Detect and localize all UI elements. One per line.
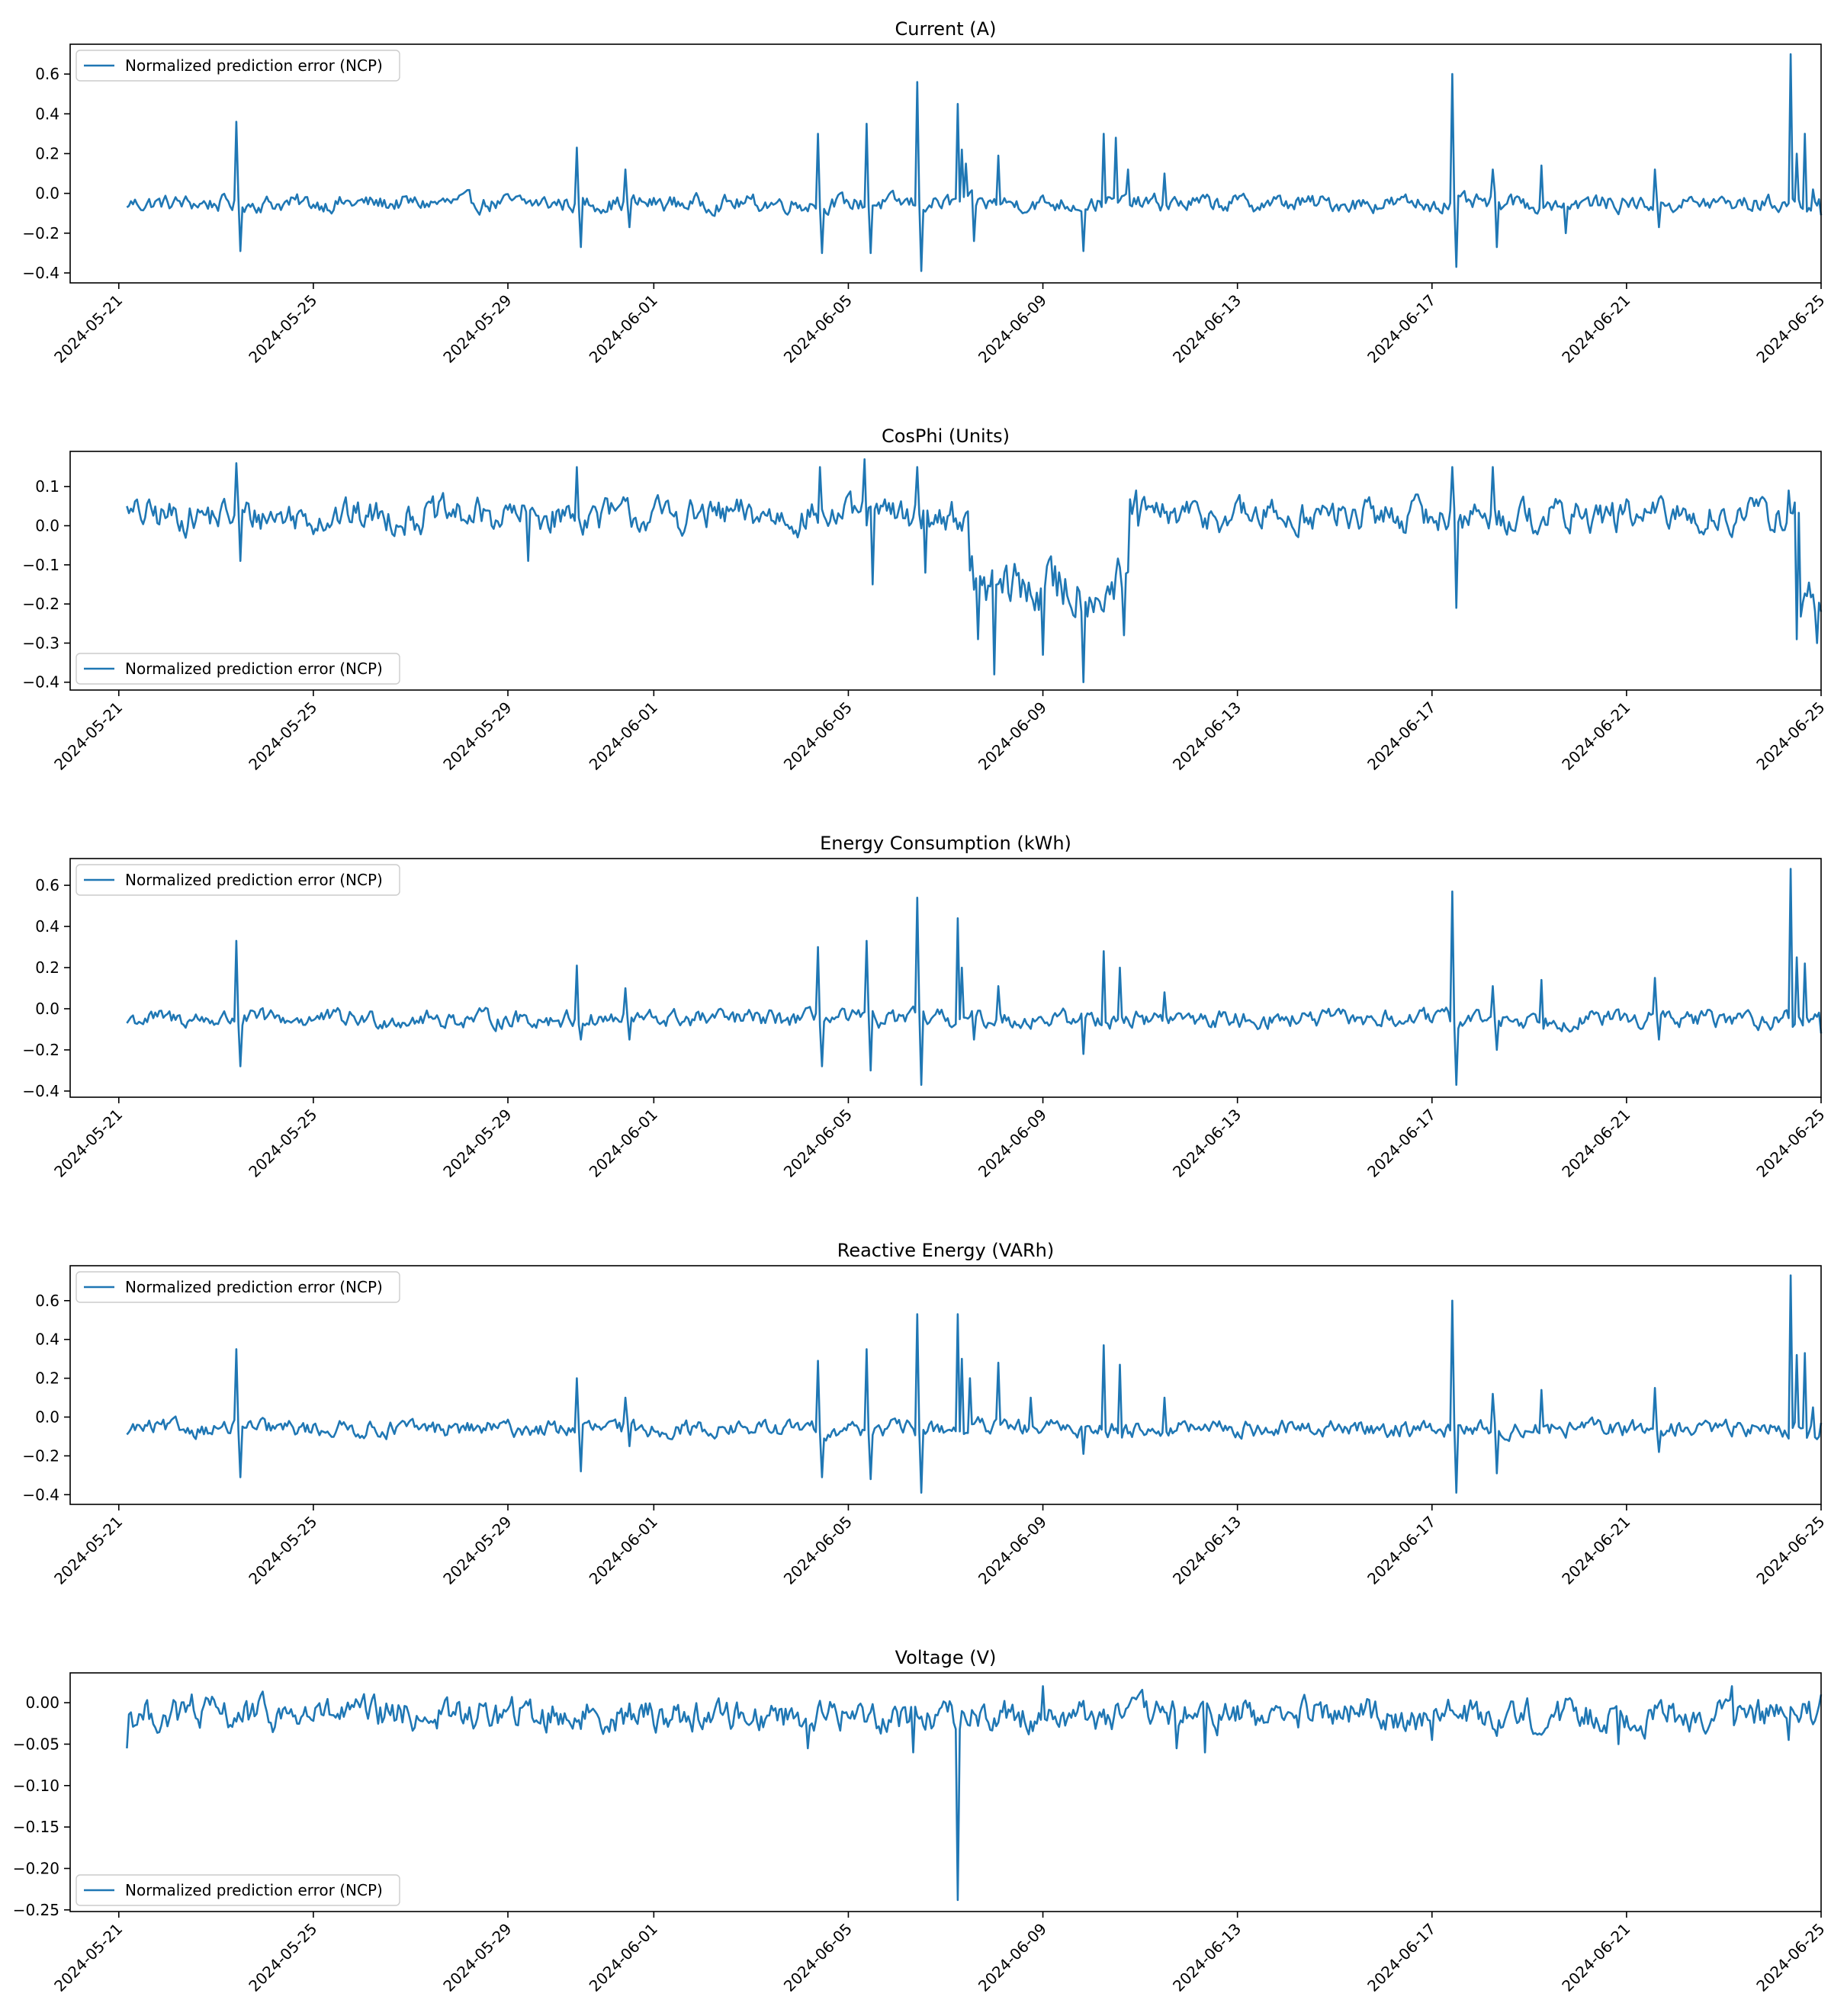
y-tick-label: 0.6 xyxy=(35,65,59,83)
series-line xyxy=(126,1274,1823,1494)
legend-label: Normalized prediction error (NCP) xyxy=(125,56,383,75)
legend-box xyxy=(75,1874,400,1906)
legend-label: Normalized prediction error (NCP) xyxy=(125,1881,383,1899)
y-tick-label: −0.4 xyxy=(22,673,59,692)
y-tick-label: 0.0 xyxy=(35,1408,59,1426)
y-tick-label: −0.2 xyxy=(22,595,59,613)
axes-frame xyxy=(69,43,1822,284)
chart-title: Current (A) xyxy=(895,18,997,40)
chart-title: CosPhi (Units) xyxy=(882,425,1010,447)
y-tick-label: −0.25 xyxy=(13,1901,59,1919)
y-tick-label: −0.2 xyxy=(22,1041,59,1059)
y-tick-label: 0.0 xyxy=(35,185,59,203)
chart-title: Energy Consumption (kWh) xyxy=(820,833,1071,854)
series-line xyxy=(126,53,1823,272)
y-tick-label: 0.4 xyxy=(35,104,59,123)
legend-box xyxy=(75,50,400,82)
chart-title: Reactive Energy (VARh) xyxy=(837,1240,1055,1261)
legend: Normalized prediction error (NCP) xyxy=(75,864,400,896)
y-tick-label: 0.1 xyxy=(35,477,59,496)
legend-label: Normalized prediction error (NCP) xyxy=(125,660,383,678)
y-tick-label: −0.4 xyxy=(22,1082,59,1100)
y-tick-label: −0.05 xyxy=(13,1735,59,1753)
y-tick-label: 0.4 xyxy=(35,1331,59,1349)
legend-box xyxy=(75,1271,400,1303)
axes-frame xyxy=(69,858,1822,1098)
y-tick-label: −0.2 xyxy=(22,1446,59,1465)
y-tick-label: 0.6 xyxy=(35,876,59,894)
y-tick-label: 0.2 xyxy=(35,144,59,162)
y-tick-label: 0.6 xyxy=(35,1292,59,1310)
y-tick-label: 0.2 xyxy=(35,1369,59,1388)
y-tick-label: 0.0 xyxy=(35,1000,59,1018)
axes-frame xyxy=(69,1672,1822,1912)
legend-label: Normalized prediction error (NCP) xyxy=(125,871,383,889)
y-tick-label: 0.00 xyxy=(25,1693,59,1712)
y-tick-label: −0.4 xyxy=(22,264,59,282)
chart-title: Voltage (V) xyxy=(895,1647,997,1668)
series-line xyxy=(126,458,1823,683)
y-tick-label: −0.4 xyxy=(22,1485,59,1504)
legend: Normalized prediction error (NCP) xyxy=(75,1874,400,1906)
legend: Normalized prediction error (NCP) xyxy=(75,50,400,82)
y-tick-label: −0.15 xyxy=(13,1818,59,1836)
legend: Normalized prediction error (NCP) xyxy=(75,653,400,685)
axes-frame xyxy=(69,451,1822,691)
legend-label: Normalized prediction error (NCP) xyxy=(125,1278,383,1296)
axes-frame xyxy=(69,1265,1822,1505)
legend-box xyxy=(75,653,400,685)
y-tick-label: −0.10 xyxy=(13,1777,59,1795)
y-tick-label: −0.3 xyxy=(22,634,59,652)
y-tick-label: −0.2 xyxy=(22,224,59,242)
y-tick-label: 0.2 xyxy=(35,958,59,977)
y-tick-label: 0.0 xyxy=(35,516,59,534)
legend-box xyxy=(75,864,400,896)
y-tick-label: −0.20 xyxy=(13,1859,59,1877)
series-line xyxy=(126,868,1823,1087)
series-line xyxy=(126,1685,1823,1902)
y-tick-label: 0.4 xyxy=(35,917,59,936)
y-tick-label: −0.1 xyxy=(22,556,59,574)
legend: Normalized prediction error (NCP) xyxy=(75,1271,400,1303)
